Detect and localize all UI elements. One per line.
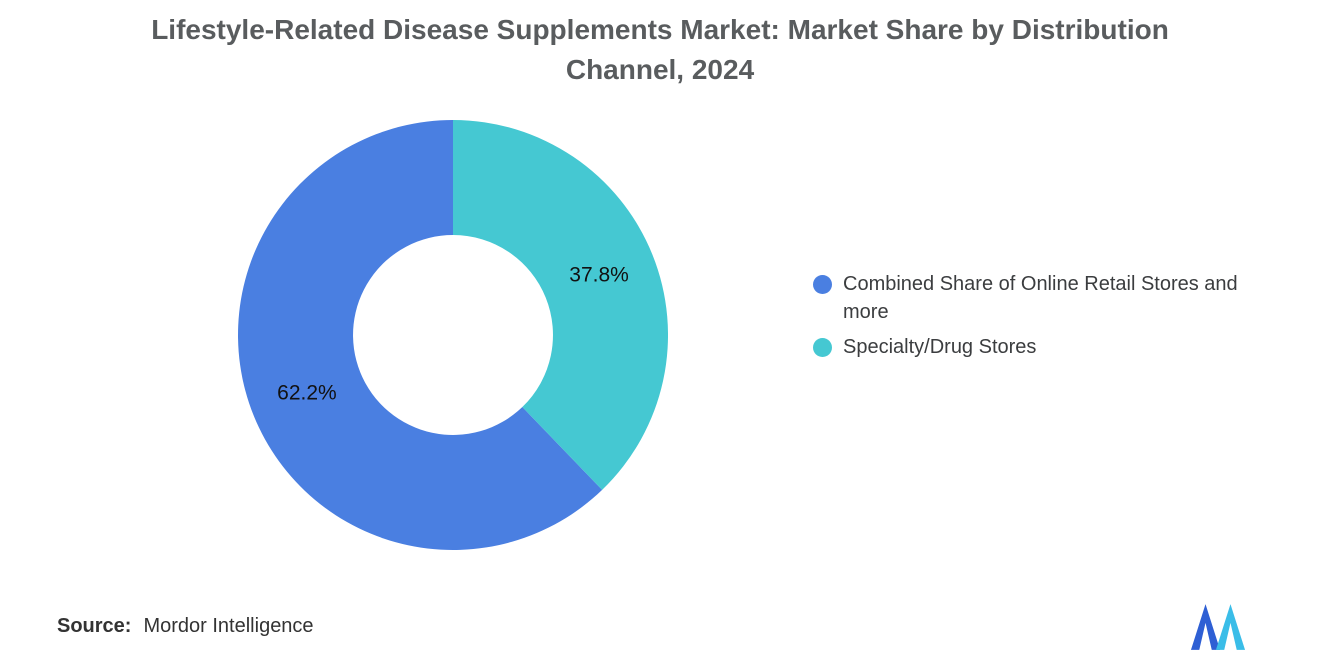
pie-data-label: 62.2%: [277, 381, 337, 404]
mordor-intelligence-logo: [1188, 600, 1248, 652]
pie-slice[interactable]: [453, 120, 669, 490]
logo-left-chevron: [1190, 604, 1221, 650]
mordor-intelligence-logo-mark: [1190, 604, 1246, 650]
legend-swatch-online-retail: [813, 275, 832, 294]
legend-item-specialty-drug-stores[interactable]: Specialty/Drug Stores: [813, 333, 1253, 361]
source-attribution: Source: Mordor Intelligence: [57, 615, 314, 638]
source-text: Mordor Intelligence: [143, 615, 314, 637]
chart-legend: Combined Share of Online Retail Stores a…: [813, 270, 1253, 361]
pie-slice[interactable]: [238, 120, 603, 550]
chart-title-line1: Lifestyle-Related Disease Supplements Ma…: [151, 14, 1169, 45]
chart-title: Lifestyle-Related Disease Supplements Ma…: [0, 10, 1320, 90]
legend-item-online-retail[interactable]: Combined Share of Online Retail Stores a…: [813, 270, 1253, 326]
source-label: Source:: [57, 615, 132, 637]
legend-label-specialty-drug-stores: Specialty/Drug Stores: [843, 336, 1037, 358]
legend-swatch-specialty-drug-stores: [813, 338, 832, 357]
logo-right-chevron: [1215, 604, 1246, 650]
pie-data-label: 37.8%: [569, 264, 629, 287]
donut-chart: 62.2% 37.8%: [238, 120, 669, 550]
legend-label-online-retail: Combined Share of Online Retail Stores a…: [843, 273, 1238, 323]
donut-chart-area: 62.2% 37.8%: [238, 120, 669, 550]
chart-title-line2: Channel, 2024: [565, 54, 755, 85]
